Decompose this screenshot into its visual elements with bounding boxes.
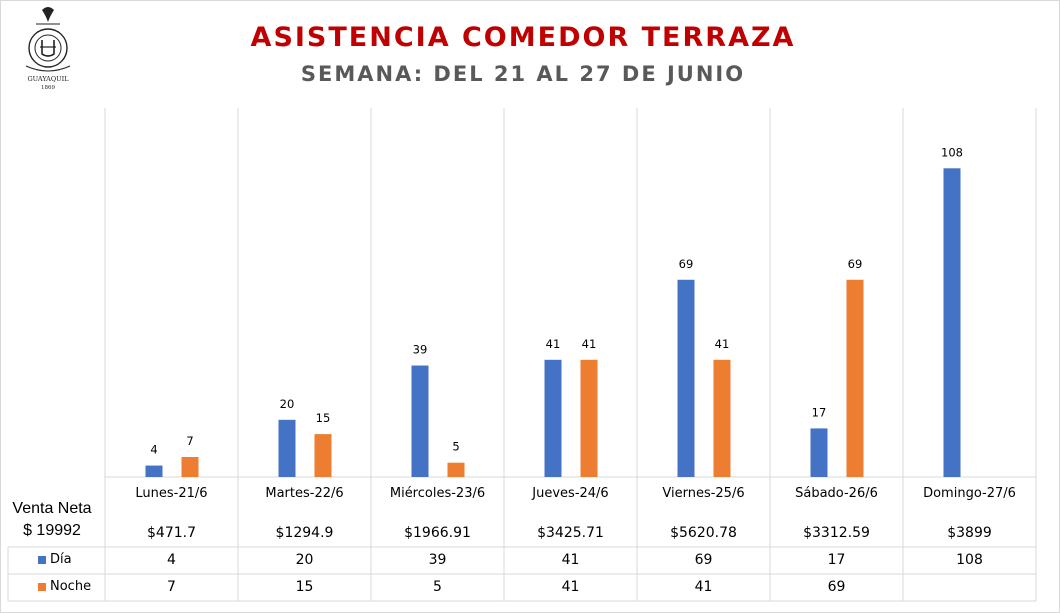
- noche-cell: 15: [295, 579, 314, 595]
- chart-subtitle: SEMANA: DEL 21 AL 27 DE JUNIO: [300, 62, 746, 86]
- dia-cell: 108: [956, 552, 983, 568]
- bar-noche: [580, 359, 598, 477]
- venta-cell: $1294.9: [275, 525, 334, 541]
- venta-cell: $3425.71: [537, 525, 604, 541]
- category-label: Jueves-24/6: [531, 486, 608, 501]
- data-label: 5: [452, 440, 459, 454]
- bar-dia: [677, 279, 695, 477]
- bar-noche: [447, 462, 465, 477]
- data-label: 41: [582, 337, 597, 351]
- bar-dia: [544, 359, 562, 477]
- category-label: Domingo-27/6: [923, 486, 1016, 501]
- venta-cell: $5620.78: [670, 525, 737, 541]
- category-label: Viernes-25/6: [662, 486, 744, 501]
- venta-neta-label: Venta Neta: [12, 500, 92, 517]
- bar-dia: [278, 419, 296, 477]
- data-label: 20: [280, 397, 295, 411]
- data-label: 108: [941, 145, 963, 159]
- dia-cell: 39: [428, 552, 447, 568]
- data-label: 69: [848, 257, 863, 271]
- logo-city: GUAYAQUIL: [27, 75, 69, 83]
- legend-noche-swatch: [38, 582, 46, 591]
- data-label: 41: [715, 337, 730, 351]
- data-label: 69: [679, 257, 694, 271]
- noche-cell: 41: [561, 579, 580, 595]
- legend-noche-label: Noche: [50, 579, 92, 594]
- bar-dia: [145, 465, 163, 477]
- bar-dia: [810, 428, 828, 477]
- legend-noche: Noche: [38, 579, 91, 594]
- dia-cell: 69: [694, 552, 713, 568]
- noche-cell: 7: [167, 579, 176, 595]
- bar-dia: [411, 365, 429, 477]
- category-label: Sábado-26/6: [795, 486, 878, 501]
- bar-noche: [713, 359, 731, 477]
- bar-noche: [846, 279, 864, 477]
- dia-cell: 41: [561, 552, 580, 568]
- category-label: Martes-22/6: [265, 486, 343, 501]
- bar-dia: [943, 168, 961, 478]
- venta-cell: $3899: [947, 525, 992, 541]
- data-label: 7: [186, 434, 193, 448]
- category-label: Lunes-21/6: [135, 486, 207, 501]
- venta-cell: $3312.59: [803, 525, 870, 541]
- data-label: 4: [150, 443, 157, 457]
- chart-title: ASISTENCIA COMEDOR TERRAZA: [250, 22, 796, 53]
- data-label: 41: [546, 337, 561, 351]
- noche-cell: 41: [694, 579, 713, 595]
- category-label: Miércoles-23/6: [390, 486, 485, 501]
- venta-cell: $471.7: [147, 525, 196, 541]
- dia-cell: 20: [295, 552, 314, 568]
- venta-cell: $1966.91: [404, 525, 471, 541]
- club-logo: GUAYAQUIL 1869: [25, 7, 71, 90]
- data-label: 15: [316, 411, 331, 425]
- noche-cell: 69: [827, 579, 846, 595]
- noche-cell: 5: [433, 579, 442, 595]
- bar-noche: [314, 434, 332, 477]
- legend-dia: Día: [38, 552, 72, 567]
- data-label: 39: [413, 343, 428, 357]
- legend-dia-swatch: [38, 555, 46, 564]
- bar-noche: [181, 456, 199, 477]
- logo-year: 1869: [41, 85, 55, 90]
- dia-cell: 4: [167, 552, 176, 568]
- legend-dia-label: Día: [50, 552, 72, 567]
- data-label: 17: [812, 405, 827, 419]
- venta-neta-total: $ 19992: [23, 522, 81, 539]
- dia-cell: 17: [827, 552, 846, 568]
